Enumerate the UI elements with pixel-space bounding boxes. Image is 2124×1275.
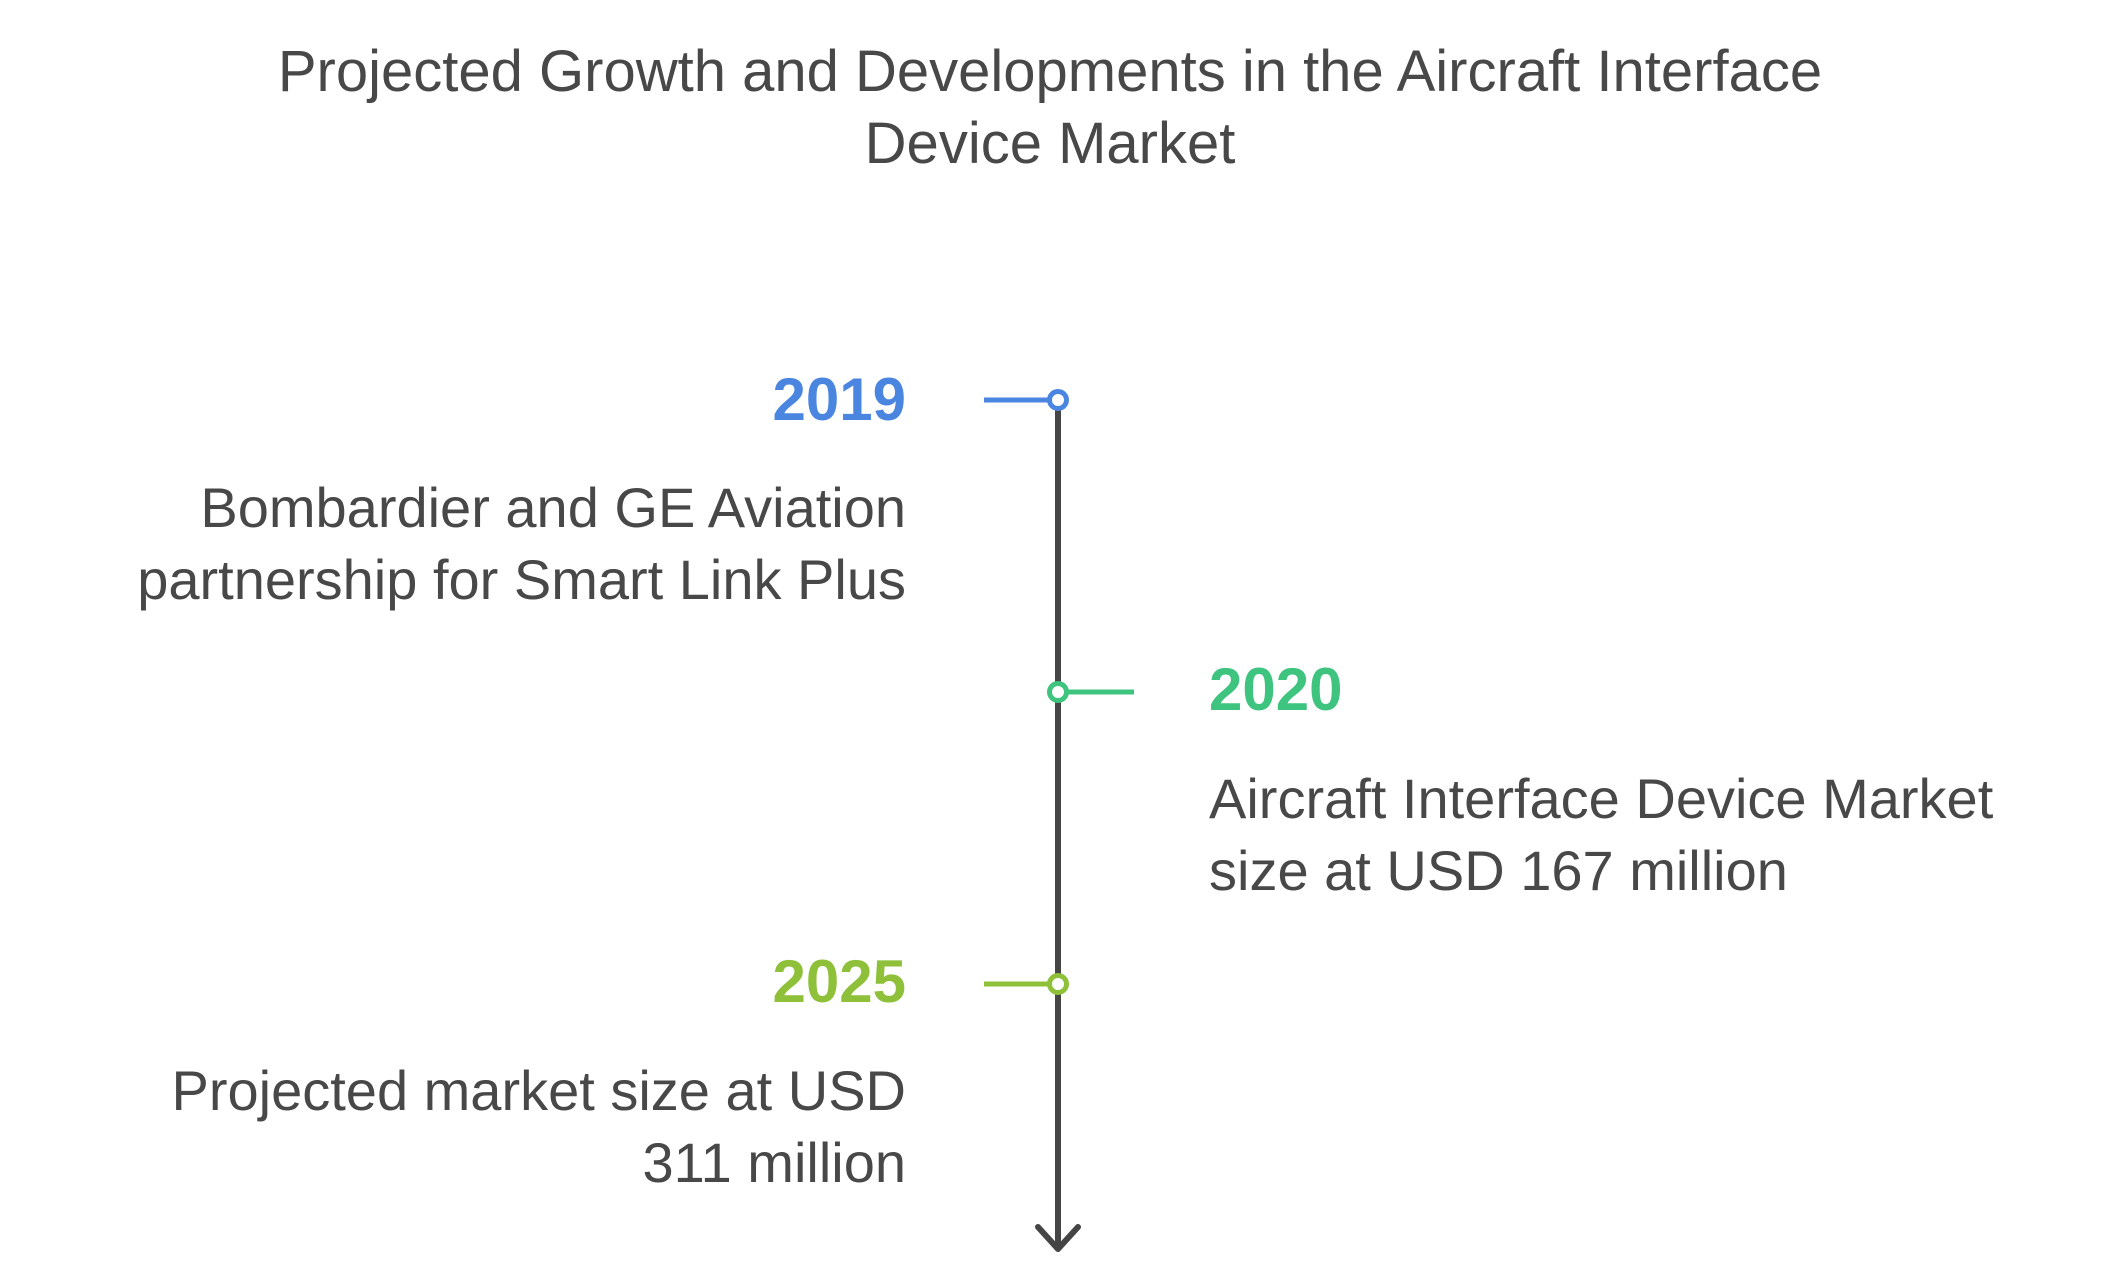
event-description-2019: Bombardier and GE Aviation partnership f… (137, 472, 906, 616)
title-line-2: Device Market (864, 111, 1236, 176)
event-description-line: partnership for Smart Link Plus (137, 548, 906, 611)
timeline-marker-2019 (984, 389, 1069, 411)
event-year-2025: 2025 (772, 948, 906, 1015)
event-description-2025: Projected market size at USD 311 million (172, 1055, 906, 1199)
event-description-line: Aircraft Interface Device Market (1209, 767, 1994, 830)
event-description-2020: Aircraft Interface Device Market size at… (1209, 763, 1993, 907)
event-description-line: 311 million (642, 1131, 906, 1194)
node-2025 (1047, 973, 1069, 995)
arrow-down-icon (1035, 1224, 1081, 1252)
timeline-marker-2020 (1047, 681, 1134, 703)
event-description-line: Bombardier and GE Aviation (200, 476, 906, 539)
event-description-line: Projected market size at USD (171, 1059, 906, 1122)
page-title: Projected Growth and Developments in the… (200, 36, 1900, 180)
timeline-marker-2025 (984, 973, 1069, 995)
node-2020 (1047, 681, 1069, 703)
node-2019 (1047, 389, 1069, 411)
event-year-2019: 2019 (772, 366, 906, 433)
event-description-line: size at USD 167 million (1209, 839, 1788, 902)
title-line-1: Projected Growth and Developments in the… (277, 39, 1823, 104)
event-year-2020: 2020 (1209, 656, 1343, 723)
